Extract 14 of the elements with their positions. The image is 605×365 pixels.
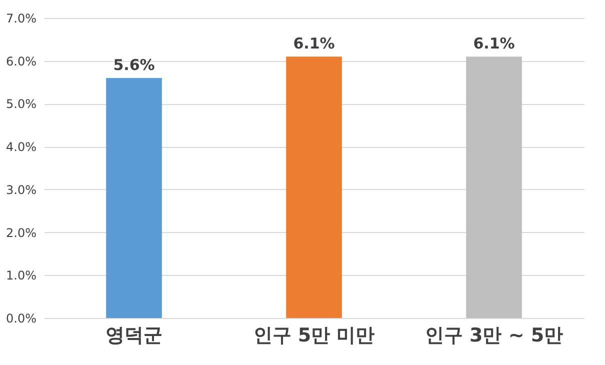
y-tick-label: 6.0% <box>6 54 36 68</box>
data-label: 5.6% <box>113 56 155 74</box>
data-label: 6.1% <box>473 34 515 53</box>
x-tick-label: 인구 5만 미만 <box>253 324 375 346</box>
x-tick-label: 인구 3만 ~ 5만 <box>424 324 564 346</box>
y-tick-label: 4.0% <box>6 140 36 154</box>
data-label: 6.1% <box>293 34 335 53</box>
y-tick-label: 5.0% <box>6 97 36 112</box>
y-tick-label: 7.0% <box>6 12 36 26</box>
y-tick-label: 3.0% <box>6 182 36 197</box>
y-tick-label: 1.0% <box>6 268 36 283</box>
x-tick-label: 영덕군 <box>106 324 162 346</box>
y-tick-label: 0.0% <box>6 312 36 326</box>
y-tick-label: 2.0% <box>6 226 36 240</box>
